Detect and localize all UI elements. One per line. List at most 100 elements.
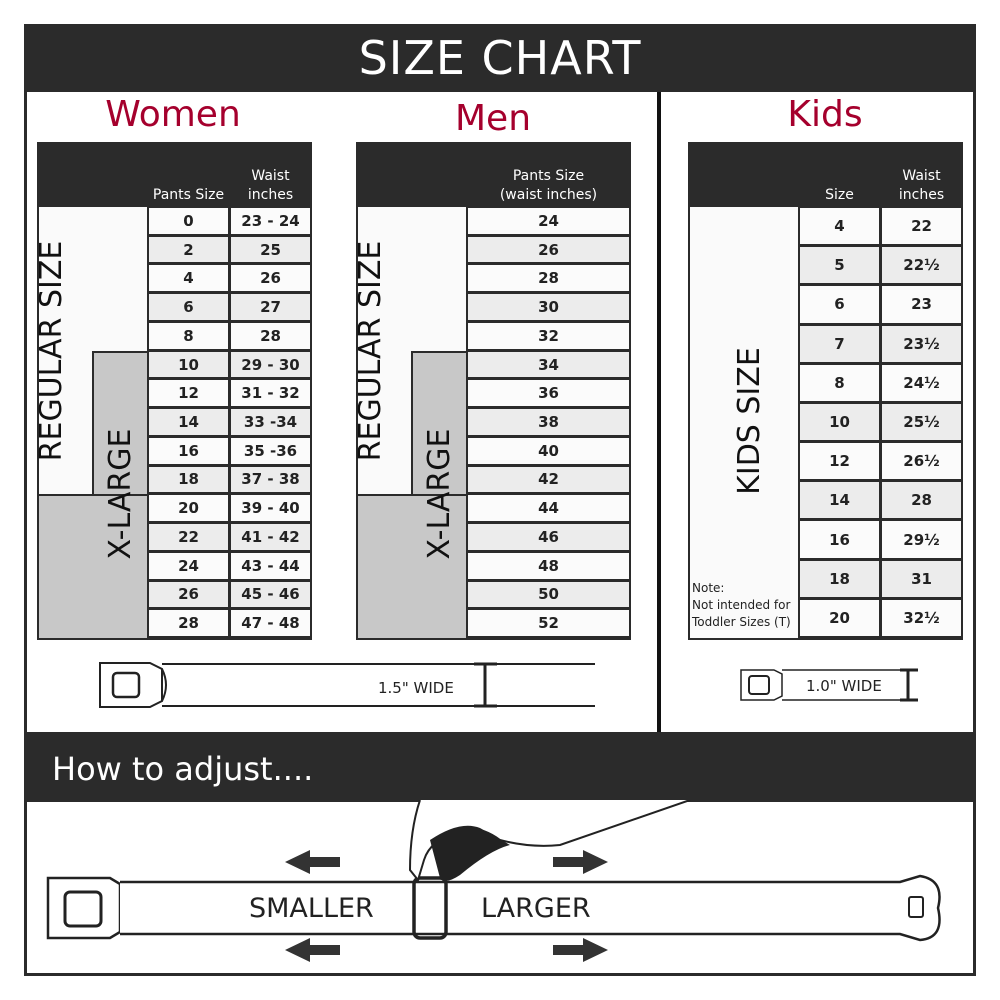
women-cell: 18: [149, 466, 228, 493]
kids-note: Note: Not intended for Toddler Sizes (T): [692, 581, 791, 629]
men-cell: 24: [468, 208, 629, 234]
women-cell: 37 - 38: [231, 466, 310, 493]
kids-cell: 24½: [882, 364, 961, 401]
kids-cell: 12: [800, 443, 879, 480]
kids-size-label: KIDS SIZE: [732, 347, 767, 495]
women-cell: 28: [231, 322, 310, 349]
women-cell: 14: [149, 409, 228, 435]
women-col-header: Pants Size: [149, 150, 228, 205]
kids-cell: 5: [800, 247, 879, 284]
header-text: Pants Size: [152, 187, 225, 203]
adjust-section-header: How to adjust....: [24, 732, 976, 802]
men-col-header: Pants Size (waist inches): [468, 150, 629, 205]
men-cell: 48: [468, 552, 629, 579]
men-cell: 28: [468, 265, 629, 292]
kids-cell: 8: [800, 364, 879, 401]
xlarge-label: X-LARGE: [103, 428, 138, 560]
women-cell: 24: [149, 552, 228, 579]
kids-cell: 32½: [882, 599, 961, 636]
kids-cell: 14: [800, 482, 879, 519]
kids-belt-width: 1.0" WIDE: [806, 677, 882, 695]
header-text: Waist inches: [898, 168, 945, 203]
men-cell: 52: [468, 610, 629, 636]
arrow-right-icon: [553, 850, 608, 874]
kids-cell: 28: [882, 482, 961, 519]
men-cell: 30: [468, 294, 629, 320]
women-cell: 43 - 44: [231, 552, 310, 579]
page-title: SIZE CHART: [24, 24, 976, 92]
regular-size-label: REGULAR SIZE: [34, 240, 69, 462]
men-cell: 44: [468, 495, 629, 522]
women-cell: 26: [149, 581, 228, 608]
header-text: Waist inches: [247, 168, 294, 203]
women-cell: 22: [149, 524, 228, 550]
belt-1-0-icon: [740, 668, 918, 702]
women-cell: 31 - 32: [231, 380, 310, 407]
kids-cell: 23: [882, 286, 961, 323]
women-men-belt-width: 1.5" WIDE: [378, 679, 454, 697]
men-cell: 46: [468, 524, 629, 550]
men-cell: 32: [468, 322, 629, 349]
women-cell: 35 -36: [231, 437, 310, 464]
kids-cell: 10: [800, 403, 879, 441]
kids-cell: 4: [800, 208, 879, 245]
adjust-title: How to adjust....: [52, 750, 314, 788]
women-col-header: Waist inches: [231, 150, 310, 205]
section-divider: [657, 92, 661, 732]
women-cell: 23 - 24: [231, 208, 310, 234]
women-cell: 45 - 46: [231, 581, 310, 608]
men-cell: 42: [468, 466, 629, 493]
kids-cell: 22: [882, 208, 961, 245]
belt-1-5-icon: [99, 662, 595, 708]
men-cell: 40: [468, 437, 629, 464]
kids-cell: 20: [800, 599, 879, 636]
women-cell: 20: [149, 495, 228, 522]
women-cell: 39 - 40: [231, 495, 310, 522]
women-cell: 28: [149, 610, 228, 636]
women-cell: 16: [149, 437, 228, 464]
women-cell: 6: [149, 294, 228, 320]
women-cell: 29 - 30: [231, 351, 310, 378]
women-title: Women: [105, 94, 241, 135]
men-cell: 36: [468, 380, 629, 407]
kids-cell: 6: [800, 286, 879, 323]
larger-label: LARGER: [481, 893, 591, 924]
kids-col-header: Size: [800, 150, 879, 205]
women-cell: 25: [231, 236, 310, 263]
women-cell: 0: [149, 208, 228, 234]
women-cell: 33 -34: [231, 409, 310, 435]
women-cell: 4: [149, 265, 228, 292]
kids-cell: 18: [800, 560, 879, 597]
kids-cell: 26½: [882, 443, 961, 480]
women-cell: 26: [231, 265, 310, 292]
women-cell: 12: [149, 380, 228, 407]
women-cell: 47 - 48: [231, 610, 310, 636]
arrow-left-icon: [285, 938, 340, 962]
xlarge-region: [39, 494, 147, 638]
men-cell: 50: [468, 581, 629, 608]
women-cell: 8: [149, 322, 228, 349]
kids-col-header: Waist inches: [882, 150, 961, 205]
header-text: Pants Size (waist inches): [499, 168, 598, 203]
women-cell: 2: [149, 236, 228, 263]
kids-cell: 16: [800, 521, 879, 558]
regular-size-label: REGULAR SIZE: [353, 240, 388, 462]
arrow-left-icon: [285, 850, 340, 874]
men-cell: 34: [468, 351, 629, 378]
men-title: Men: [454, 98, 532, 139]
women-cell: 41 - 42: [231, 524, 310, 550]
men-cell: 38: [468, 409, 629, 435]
adjust-belt-diagram: [46, 800, 941, 962]
xlarge-region: [358, 494, 466, 638]
header-text: Size: [825, 187, 854, 203]
women-cell: 10: [149, 351, 228, 378]
kids-title: Kids: [787, 94, 863, 135]
women-cell: 27: [231, 294, 310, 320]
kids-cell: 22½: [882, 247, 961, 284]
xlarge-label: X-LARGE: [422, 428, 457, 560]
men-cell: 26: [468, 236, 629, 263]
kids-cell: 7: [800, 325, 879, 362]
kids-cell: 31: [882, 560, 961, 597]
kids-cell: 25½: [882, 403, 961, 441]
arrow-right-icon: [553, 938, 608, 962]
